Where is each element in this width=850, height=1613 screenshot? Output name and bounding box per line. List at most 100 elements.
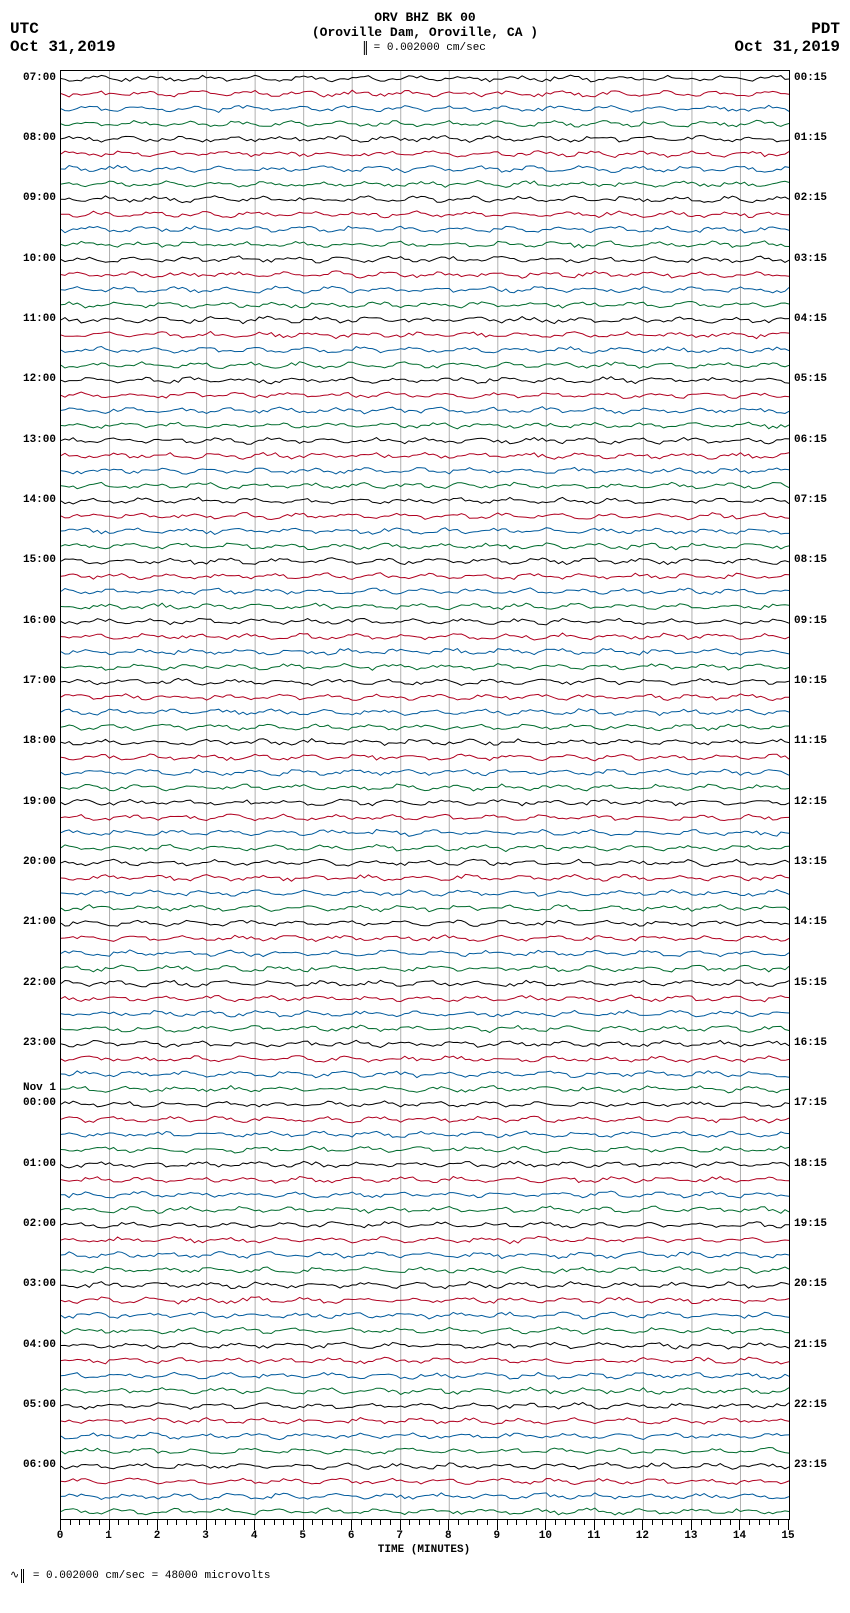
- seismic-trace: [61, 1101, 789, 1107]
- y-axis-label: 14:00: [23, 494, 56, 506]
- y-axis-label: 18:15: [794, 1158, 827, 1170]
- x-tick-label: 10: [539, 1530, 552, 1542]
- seismic-trace: [61, 1131, 789, 1137]
- x-tick-minor: [186, 1520, 187, 1525]
- seismic-trace: [61, 1177, 789, 1184]
- x-tick-major: [303, 1520, 304, 1530]
- seismic-trace: [61, 1025, 789, 1032]
- x-tick-label: 14: [733, 1530, 746, 1542]
- x-tick-label: 5: [299, 1530, 306, 1542]
- seismic-trace: [61, 271, 789, 278]
- seismic-trace: [61, 573, 789, 580]
- seismic-trace: [61, 814, 789, 821]
- x-tick-minor: [623, 1520, 624, 1525]
- footer-scale-prefix: ∿: [10, 1570, 19, 1582]
- seismic-trace: [61, 784, 789, 791]
- footer-scale: ∿ = 0.002000 cm/sec = 48000 microvolts: [10, 1568, 840, 1582]
- x-tick-minor: [235, 1520, 236, 1525]
- y-axis-label: 05:00: [23, 1399, 56, 1411]
- seismic-trace: [61, 1478, 789, 1484]
- y-axis-label: 17:00: [23, 675, 56, 687]
- x-tick-major: [206, 1520, 207, 1530]
- x-tick-minor: [341, 1520, 342, 1525]
- x-tick-minor: [633, 1520, 634, 1525]
- seismic-trace: [61, 256, 789, 263]
- seismic-trace: [61, 1282, 789, 1289]
- seismic-trace: [61, 1312, 789, 1319]
- x-tick-major: [739, 1520, 740, 1530]
- x-tick-minor: [89, 1520, 90, 1525]
- tz-right: PDT Oct 31,2019: [734, 20, 840, 56]
- seismic-trace: [61, 845, 789, 852]
- x-tick-minor: [215, 1520, 216, 1525]
- x-tick-minor: [147, 1520, 148, 1525]
- x-tick-minor: [225, 1520, 226, 1525]
- x-tick-minor: [565, 1520, 566, 1525]
- seismic-trace: [61, 497, 789, 504]
- seismic-trace: [61, 709, 789, 716]
- y-axis-label: 19:00: [23, 796, 56, 808]
- y-axis-label: 03:15: [794, 253, 827, 265]
- y-axis-label: 14:15: [794, 916, 827, 928]
- x-tick-minor: [409, 1520, 410, 1525]
- seismic-trace: [61, 678, 789, 685]
- seismic-trace: [61, 75, 789, 82]
- x-tick-major: [788, 1520, 789, 1530]
- seismic-trace: [61, 980, 789, 987]
- y-axis-label: 09:15: [794, 615, 827, 627]
- seismic-trace: [61, 1086, 789, 1093]
- x-tick-minor: [390, 1520, 391, 1525]
- x-tick-label: 2: [154, 1530, 161, 1542]
- x-axis: TIME (MINUTES) 0123456789101112131415: [60, 1520, 788, 1560]
- x-tick-minor: [264, 1520, 265, 1525]
- x-tick-minor: [361, 1520, 362, 1525]
- x-tick-minor: [458, 1520, 459, 1525]
- x-tick-minor: [118, 1520, 119, 1525]
- seismic-trace: [61, 438, 789, 445]
- x-tick-major: [642, 1520, 643, 1530]
- x-tick-label: 11: [587, 1530, 600, 1542]
- y-axis-label: 22:15: [794, 1399, 827, 1411]
- x-tick-minor: [283, 1520, 284, 1525]
- seismogram-svg: [61, 71, 789, 1519]
- y-axis-label: 18:00: [23, 735, 56, 747]
- seismic-trace: [61, 920, 789, 926]
- x-axis-title: TIME (MINUTES): [378, 1544, 470, 1556]
- seismic-trace: [61, 1357, 789, 1364]
- x-tick-minor: [672, 1520, 673, 1525]
- y-axis-label: 08:00: [23, 132, 56, 144]
- seismic-trace: [61, 377, 789, 384]
- seismic-trace: [61, 302, 789, 309]
- y-axis-label: 06:00: [23, 1459, 56, 1471]
- seismic-trace: [61, 241, 789, 248]
- x-tick-major: [157, 1520, 158, 1530]
- seismic-trace: [61, 105, 789, 112]
- seismic-trace: [61, 1387, 789, 1394]
- seismic-trace: [61, 1463, 789, 1470]
- y-axis-label: 10:00: [23, 253, 56, 265]
- seismic-trace: [61, 1327, 789, 1334]
- seismic-trace: [61, 1146, 789, 1153]
- x-tick-label: 1: [105, 1530, 112, 1542]
- seismic-trace: [61, 1493, 789, 1500]
- y-axis-labels-right: 00:1501:1502:1503:1504:1505:1506:1507:15…: [792, 70, 840, 1518]
- y-axis-label: 11:15: [794, 735, 827, 747]
- seismic-trace: [61, 1040, 789, 1047]
- x-tick-minor: [167, 1520, 168, 1525]
- seismic-trace: [61, 513, 789, 520]
- y-axis-label: 21:00: [23, 916, 56, 928]
- y-axis-label: 09:00: [23, 192, 56, 204]
- x-tick-minor: [293, 1520, 294, 1525]
- seismic-trace: [61, 1297, 789, 1304]
- x-tick-minor: [701, 1520, 702, 1525]
- seismic-trace: [61, 1222, 789, 1228]
- x-tick-minor: [536, 1520, 537, 1525]
- x-tick-minor: [778, 1520, 779, 1525]
- x-tick-label: 3: [202, 1530, 209, 1542]
- y-axis-label: 00:00: [23, 1097, 56, 1109]
- y-axis-label: 17:15: [794, 1097, 827, 1109]
- y-axis-label: 04:15: [794, 313, 827, 325]
- y-axis-label: 23:15: [794, 1459, 827, 1471]
- x-tick-minor: [70, 1520, 71, 1525]
- y-axis-label: 19:15: [794, 1218, 827, 1230]
